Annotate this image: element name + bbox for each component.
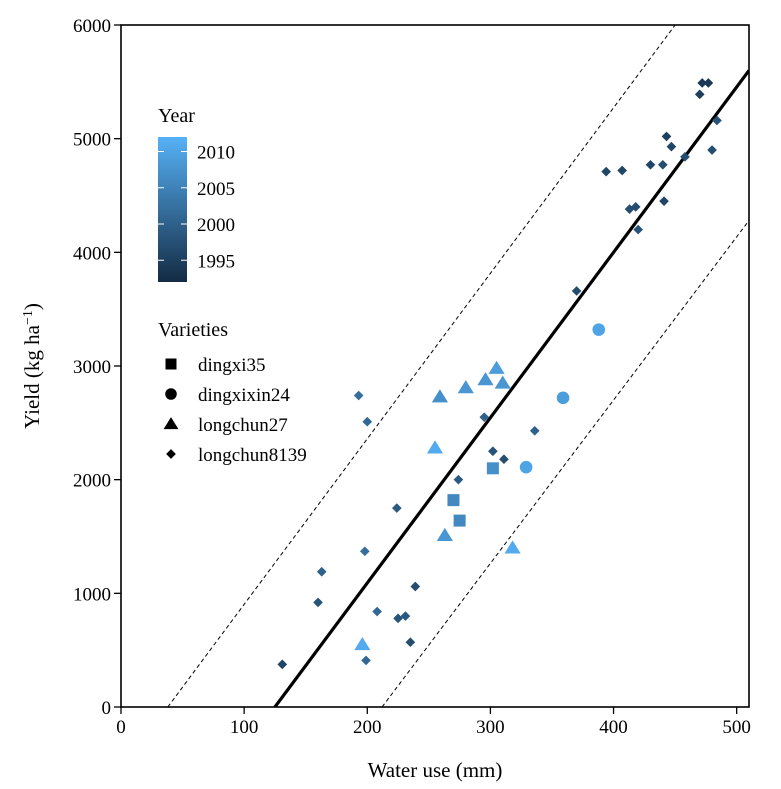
data-point-dingxi35 (447, 494, 460, 507)
data-point-longchun8139 (499, 454, 509, 465)
data-point-longchun8139 (601, 166, 611, 177)
year-colorbar-label: 2010 (197, 143, 235, 164)
data-point-longchun27 (477, 372, 494, 386)
x-axis-label: Water use (mm) (368, 758, 503, 782)
data-point-longchun8139 (361, 655, 371, 666)
data-point-longchun27 (436, 527, 453, 541)
legend-longchun27-marker (163, 417, 179, 430)
y-axis-label-main: Yield (kg ha (20, 324, 44, 428)
data-point-longchun27 (431, 389, 449, 403)
data-point-longchun8139 (617, 165, 627, 176)
data-point-longchun8139 (633, 224, 644, 235)
data-point-longchun8139 (661, 131, 672, 142)
data-point-longchun8139 (277, 659, 288, 670)
data-point-longchun27 (504, 540, 521, 554)
data-point-longchun8139 (630, 202, 641, 212)
data-point-longchun8139 (316, 566, 327, 577)
data-point-dingxixin24 (519, 460, 533, 474)
data-point-longchun8139 (666, 141, 677, 152)
data-point-longchun8139 (372, 606, 382, 617)
legend-longchun8139-label: longchun8139 (198, 445, 307, 466)
data-point-longchun8139 (453, 474, 464, 485)
year-colorbar-label: 2000 (197, 215, 235, 236)
y-tick-label: 6000 (73, 16, 111, 37)
data-point-longchun8139 (659, 196, 669, 207)
data-point-longchun8139 (645, 159, 656, 170)
y-tick-label: 5000 (73, 130, 111, 151)
data-point-longchun8139 (657, 159, 668, 170)
x-tick-label: 100 (230, 717, 259, 738)
data-point-longchun8139 (694, 89, 705, 100)
y-axis-label-sup: −1 (21, 310, 36, 325)
data-point-longchun8139 (479, 412, 490, 422)
data-point-longchun8139 (707, 145, 717, 155)
regression-line (273, 69, 749, 707)
x-tick-label: 400 (599, 717, 628, 738)
data-point-longchun8139 (703, 78, 714, 88)
variety-legend: Varieties dingxi35 dingxixin24 longchun27 l… (158, 319, 307, 466)
data-point-longchun27 (354, 636, 371, 651)
legend-longchun27-label: longchun27 (198, 415, 288, 436)
legend-dingxi35-marker (165, 358, 177, 370)
data-point-dingxixin24 (556, 391, 570, 405)
data-point-longchun8139 (410, 581, 421, 592)
data-point-longchun8139 (362, 416, 373, 427)
year-colorbar-label: 2005 (197, 179, 235, 200)
data-point-longchun8139 (400, 611, 411, 621)
x-tick-label: 0 (116, 717, 126, 738)
y-axis-label-close: ) (20, 303, 44, 310)
x-tick-label: 300 (476, 717, 505, 738)
y-tick-label: 1000 (73, 584, 111, 605)
data-point-longchun8139 (313, 597, 323, 608)
y-tick-label: 3000 (73, 357, 111, 378)
data-point-longchun8139 (405, 637, 416, 648)
y-tick-label: 0 (102, 698, 112, 719)
data-point-longchun27 (494, 375, 511, 389)
legend-dingxixin24-marker (165, 388, 177, 400)
data-point-longchun27 (426, 440, 444, 454)
data-point-longchun27 (488, 360, 505, 374)
y-tick-label: 4000 (73, 243, 111, 264)
y-axis-label: Yield (kg ha−1) (20, 303, 44, 429)
year-legend-title: Year (158, 105, 195, 127)
legend-dingxi35-label: dingxi35 (198, 355, 266, 376)
legend-dingxixin24-label: dingxixin24 (198, 385, 290, 406)
year-colorbar-legend: Year 2010 2005 2000 1995 (158, 105, 235, 282)
variety-legend-title: Varieties (158, 319, 228, 341)
data-point-longchun8139 (488, 446, 498, 457)
year-colorbar (158, 137, 187, 282)
data-point-dingxi35 (486, 462, 499, 475)
data-point-longchun8139 (393, 613, 403, 624)
data-point-longchun8139 (391, 503, 402, 513)
data-point-longchun8139 (571, 286, 582, 296)
data-point-longchun8139 (529, 425, 540, 436)
year-colorbar-label: 1995 (197, 251, 235, 272)
x-axis-ticks: 0 100 200 300 400 500 (116, 707, 751, 738)
data-point-longchun8139 (680, 152, 690, 162)
data-point-longchun8139 (697, 78, 708, 88)
variety-legend-entries: dingxi35 dingxixin24 longchun27 longchun813… (163, 355, 307, 466)
y-axis-ticks: 0 1000 2000 3000 4000 5000 6000 (73, 16, 121, 719)
data-point-longchun27 (457, 380, 474, 394)
data-points (277, 78, 722, 670)
reference-lines (167, 25, 749, 707)
lower-dashed-line (381, 220, 749, 707)
x-tick-label: 200 (353, 717, 382, 738)
data-point-longchun8139 (359, 546, 370, 557)
data-point-dingxi35 (453, 514, 466, 527)
year-colorbar-ticks: 2010 2005 2000 1995 (158, 143, 235, 272)
upper-dashed-line (167, 25, 676, 707)
data-point-longchun8139 (712, 115, 722, 126)
legend-longchun8139-marker (166, 449, 176, 459)
y-tick-label: 2000 (73, 471, 111, 492)
x-tick-label: 500 (722, 717, 751, 738)
data-point-dingxixin24 (592, 323, 606, 336)
data-point-longchun8139 (353, 390, 364, 401)
